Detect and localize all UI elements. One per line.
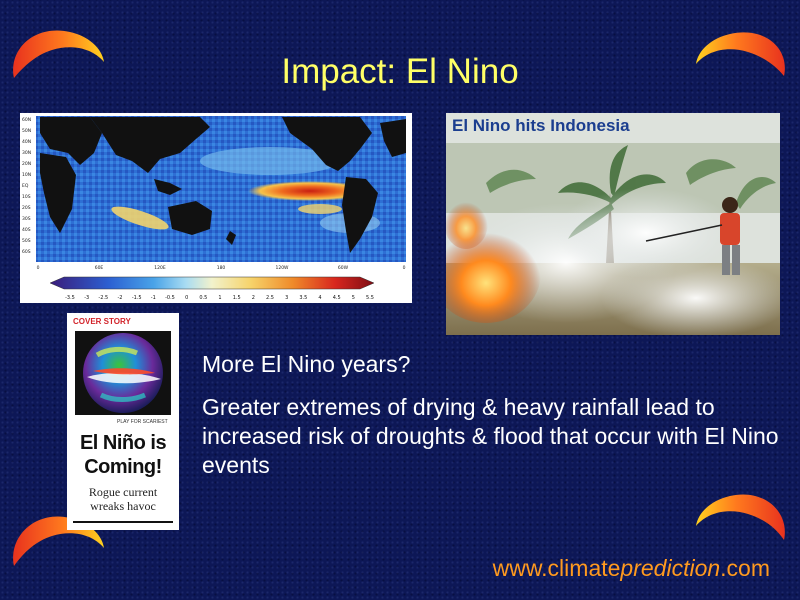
lon-label: 0 (37, 265, 40, 271)
lat-label: 60S (22, 249, 31, 255)
lon-label: 60W (338, 265, 349, 271)
bullet-list: More El Nino years? Greater extremes of … (202, 350, 782, 494)
lat-label: 40N (22, 139, 31, 145)
lon-label: 180 (217, 265, 226, 271)
land-australia (168, 201, 212, 235)
lat-label: 20N (22, 161, 31, 167)
lat-label: EQ (22, 183, 29, 189)
swoosh-bottom-right (696, 494, 785, 540)
colorbar-tick-label: 5 (352, 295, 355, 301)
land-indonesia (154, 179, 182, 195)
lat-label: 30N (22, 150, 31, 156)
colorbar-tick-label: -3 (84, 295, 89, 301)
colorbar-tick-label: 3.5 (299, 295, 307, 301)
lat-label: 10N (22, 172, 31, 178)
cover-subheadline: Rogue current wreaks havoc (88, 485, 158, 513)
cover-headline: El Niño is Coming! (79, 432, 167, 478)
colorbar-tick-label: 0 (185, 295, 188, 301)
colorbar-tick-label: -1.5 (132, 295, 142, 301)
colorbar-tick-label: -3.5 (65, 295, 75, 301)
color-bar (49, 276, 375, 290)
land-africa (40, 153, 76, 233)
cover-rule (73, 521, 173, 523)
colorbar-tick-label: -1 (151, 295, 156, 301)
footer-url-post: .com (720, 555, 770, 581)
colorbar-tick-label: 2.5 (266, 295, 274, 301)
colorbar-tick-label: 0.5 (199, 295, 207, 301)
colorbar-tick-label: 4 (318, 295, 321, 301)
colorbar-tick-label: 5.5 (366, 295, 374, 301)
lat-label: 40S (22, 227, 31, 233)
lon-label: 120W (275, 265, 289, 271)
colorbar-tick-label: -2 (118, 295, 123, 301)
bullet-item: More El Nino years? (202, 351, 411, 377)
colorbar-tick-label: 1 (218, 295, 221, 301)
sst-anomaly-map: 60N 50N 40N 30N 20N 10N EQ 10S 20S 30S 4… (20, 113, 412, 303)
swoosh-top-left (13, 30, 104, 78)
lat-label: 50N (22, 128, 31, 134)
lon-label: 120E (154, 265, 166, 271)
colorbar-tick-label: 1.5 (233, 295, 241, 301)
slide-title: Impact: El Nino (281, 52, 519, 91)
cover-story-label: COVER STORY (73, 317, 131, 326)
person-figure (645, 197, 740, 275)
lat-label: 60N (22, 117, 31, 123)
lon-label: 60E (95, 265, 104, 271)
footer-url-pre: www.climate (492, 555, 621, 581)
colorbar-tick-label: 2 (252, 295, 255, 301)
lon-label: 0 (403, 265, 406, 271)
footer-url: www.climateprediction.com (493, 555, 770, 582)
el-nino-warm-anomaly (248, 181, 372, 201)
magazine-cover: COVER STORY PLAY FOR SCARIEST El Niño is… (67, 313, 179, 530)
land-north-america (282, 117, 372, 171)
colorbar-tick-label: -2.5 (98, 295, 108, 301)
land-eurasia (40, 117, 102, 165)
lat-label: 50S (22, 238, 31, 244)
lat-label: 10S (22, 194, 31, 200)
photo-title: El Nino hits Indonesia (452, 116, 630, 135)
land-south-america (342, 177, 378, 253)
indonesia-fire-photo: El Nino hits Indonesia (446, 113, 780, 335)
cover-small-text: PLAY FOR SCARIEST (117, 419, 168, 425)
lat-label: 20S (22, 205, 31, 211)
swoosh-top-right (696, 32, 785, 76)
colorbar-tick-label: 3 (285, 295, 288, 301)
footer-url-em: prediction (620, 555, 721, 581)
colorbar-tick-label: 4.5 (333, 295, 341, 301)
bullet-item: Greater extremes of drying & heavy rainf… (202, 394, 779, 478)
lat-label: 30S (22, 216, 31, 222)
colorbar-tick-label: -0.5 (165, 295, 175, 301)
